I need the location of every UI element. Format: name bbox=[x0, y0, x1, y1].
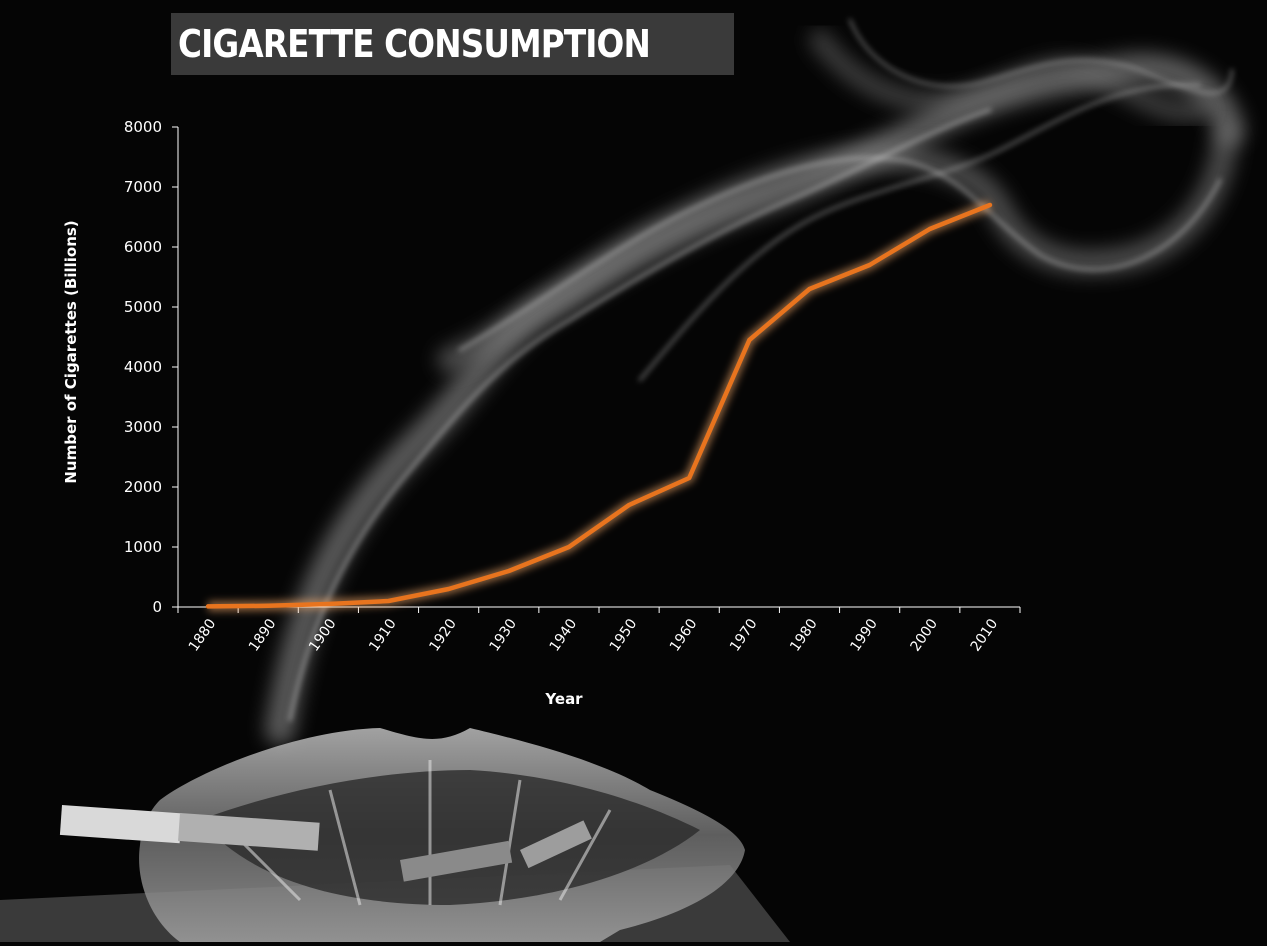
y-tick-label: 1000 bbox=[124, 538, 162, 556]
x-tick-label: 1960 bbox=[667, 616, 701, 654]
y-tick-label: 4000 bbox=[124, 358, 162, 376]
series-line bbox=[205, 202, 993, 609]
data-point bbox=[867, 263, 872, 267]
x-tick-label: 1940 bbox=[547, 616, 581, 654]
data-point bbox=[807, 287, 812, 291]
y-axis-title: Number of Cigarettes (Billions) bbox=[62, 220, 80, 483]
smoke-illustration bbox=[265, 18, 1245, 745]
data-point bbox=[206, 604, 211, 609]
data-point bbox=[386, 599, 391, 603]
chart-title-box: CIGARETTE CONSUMPTION bbox=[171, 13, 734, 75]
data-point bbox=[747, 338, 752, 342]
chart-axes: 0 1000 2000 3000 4000 5000 6000 7000 8000 1880 189… bbox=[124, 118, 1021, 654]
plot-area bbox=[205, 200, 993, 612]
x-tick-label: 1910 bbox=[366, 616, 400, 654]
x-axis-title: Year bbox=[544, 690, 583, 708]
data-point bbox=[506, 569, 511, 573]
x-tick-label: 1880 bbox=[186, 616, 220, 654]
data-point bbox=[326, 602, 331, 606]
chart-title: CIGARETTE CONSUMPTION bbox=[178, 22, 651, 66]
data-point bbox=[627, 503, 632, 507]
x-tick-label: 1990 bbox=[847, 616, 881, 654]
data-point bbox=[566, 545, 571, 549]
y-tick-label: 5000 bbox=[124, 298, 162, 316]
data-point bbox=[266, 603, 271, 608]
ashtray-illustration bbox=[0, 728, 790, 942]
x-tick-label: 1980 bbox=[787, 616, 821, 654]
x-tick-label: 1890 bbox=[246, 616, 280, 654]
data-point bbox=[987, 203, 992, 207]
x-tick-label: 1920 bbox=[426, 616, 460, 654]
y-tick-label: 7000 bbox=[124, 178, 162, 196]
x-tick-label: 2000 bbox=[908, 616, 942, 654]
y-tick-label: 8000 bbox=[124, 118, 162, 136]
x-tick-label: 1930 bbox=[487, 616, 521, 654]
x-tick-label: 1950 bbox=[607, 616, 641, 654]
y-tick-label: 2000 bbox=[124, 478, 162, 496]
y-tick-label: 3000 bbox=[124, 418, 162, 436]
y-tick-label: 0 bbox=[152, 598, 162, 616]
data-point bbox=[446, 587, 451, 591]
y-tick-label: 6000 bbox=[124, 238, 162, 256]
data-point bbox=[927, 227, 932, 231]
data-point bbox=[687, 476, 692, 480]
x-tick-label: 2010 bbox=[968, 616, 1002, 654]
x-tick-label: 1970 bbox=[727, 616, 761, 654]
